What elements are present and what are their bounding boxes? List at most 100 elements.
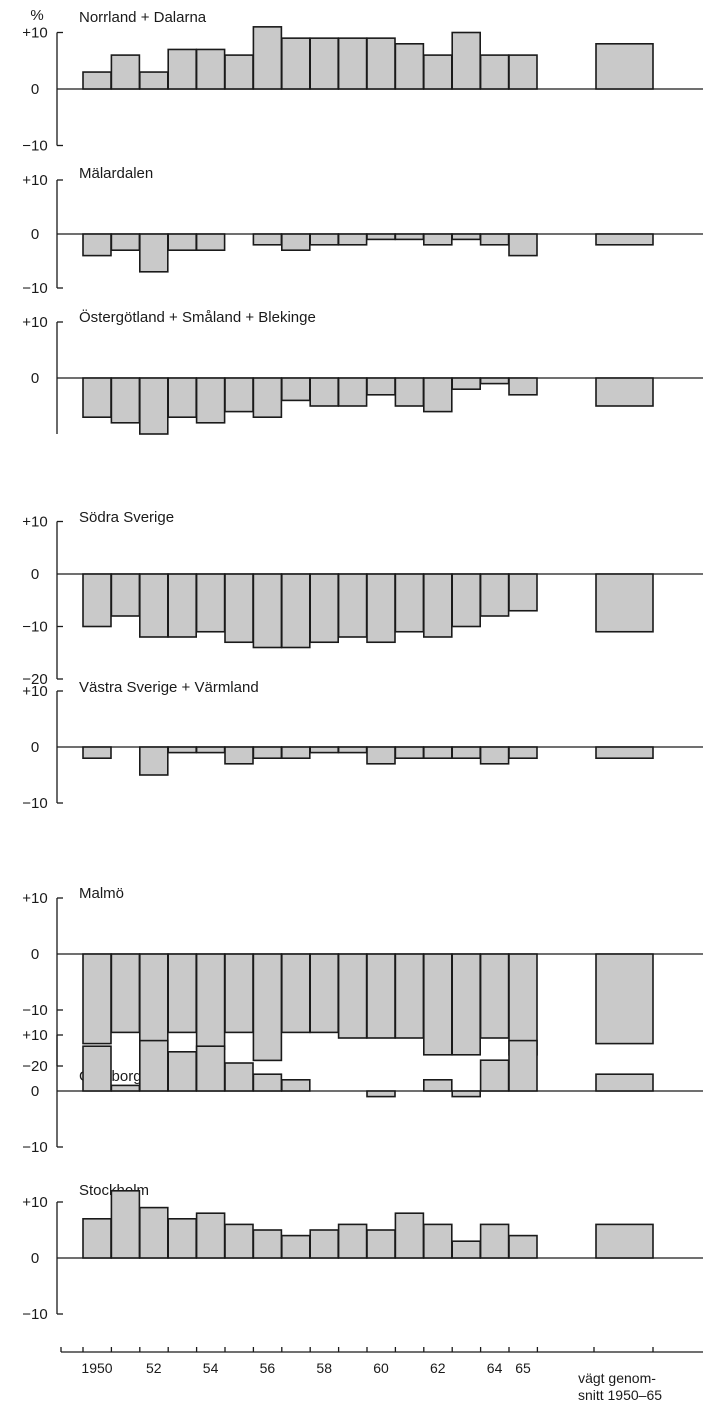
y-tick-label: −10 bbox=[22, 1002, 47, 1019]
x-tick-label: 65 bbox=[515, 1360, 531, 1376]
bar-1962 bbox=[422, 377, 453, 413]
bar-1951 bbox=[110, 1084, 141, 1092]
bar-1965 bbox=[508, 54, 538, 90]
bar-1954 bbox=[195, 48, 226, 90]
y-tick-label: 0 bbox=[31, 81, 39, 98]
y-tick-label: +10 bbox=[22, 514, 47, 531]
bar-1960 bbox=[366, 377, 396, 396]
bar-1951 bbox=[110, 54, 141, 90]
bar-1958 bbox=[309, 233, 340, 246]
bar-1954 bbox=[195, 953, 226, 1050]
panel-5: +10 0 −10 Västra Sverige + Värmland bbox=[22, 679, 703, 812]
bar-1954 bbox=[195, 573, 226, 633]
bar-1960 bbox=[366, 233, 396, 241]
bar-1952 bbox=[139, 377, 169, 435]
panel-6: +10 0 −10 −20 Malmö bbox=[22, 885, 703, 1075]
bar-1960 bbox=[366, 37, 396, 90]
bar-1955 bbox=[224, 953, 254, 1034]
bar-1958 bbox=[309, 573, 340, 644]
bar-1957 bbox=[280, 377, 311, 402]
bar-1963 bbox=[451, 377, 482, 390]
bar-1960 bbox=[366, 953, 396, 1039]
bar-1950 bbox=[82, 233, 112, 257]
bar-1951 bbox=[110, 233, 141, 252]
y-tick-label: +10 bbox=[22, 172, 47, 189]
bar-1963 bbox=[451, 573, 482, 628]
bar-1960 bbox=[366, 1090, 396, 1098]
bar-1959 bbox=[337, 377, 368, 407]
bar-1950 bbox=[82, 953, 112, 1045]
bar-1962 bbox=[422, 233, 453, 246]
panels: +10 0 −10 Norrland + Dalarna +10 0 −10 Mälardal… bbox=[22, 9, 703, 1323]
bar-1961 bbox=[394, 42, 425, 90]
panel-1: +10 0 −10 Norrland + Dalarna bbox=[22, 9, 703, 155]
bar-1951 bbox=[110, 377, 141, 424]
bar-1952 bbox=[139, 71, 169, 90]
x-axis: 1950 52 54 56 58 60 62 64 65 bbox=[60, 1347, 703, 1376]
bar-1956 bbox=[252, 233, 283, 246]
x-tick-label: 64 bbox=[487, 1360, 503, 1376]
y-tick-label: −10 bbox=[22, 1139, 47, 1156]
average-bar bbox=[595, 1073, 654, 1092]
bar-1956 bbox=[252, 573, 283, 649]
x-tick-label: 56 bbox=[260, 1360, 276, 1376]
bar-1956 bbox=[252, 377, 283, 419]
bar-1961 bbox=[394, 746, 425, 759]
bar-1950 bbox=[82, 71, 112, 90]
bar-1950 bbox=[82, 1045, 112, 1092]
bar-1956 bbox=[252, 953, 283, 1062]
bar-1965 bbox=[508, 573, 538, 612]
y-tick-label: 0 bbox=[31, 946, 39, 963]
bar-1963 bbox=[451, 31, 482, 90]
panel-4: +10 0 −10 −20 Södra Sverige bbox=[22, 509, 703, 688]
bar-1960 bbox=[366, 746, 396, 765]
x-tick-label: 54 bbox=[203, 1360, 219, 1376]
bar-1960 bbox=[366, 1229, 396, 1259]
panel-title: Västra Sverige + Värmland bbox=[79, 679, 259, 696]
bar-1965 bbox=[508, 233, 538, 257]
bar-1958 bbox=[309, 746, 340, 754]
bar-1963 bbox=[451, 953, 482, 1056]
bar-1961 bbox=[394, 953, 425, 1039]
average-label-line2: snitt 1950–65 bbox=[578, 1387, 662, 1403]
bar-1964 bbox=[479, 233, 510, 246]
bar-1958 bbox=[309, 953, 340, 1034]
average-bar bbox=[595, 573, 654, 633]
bar-1954 bbox=[195, 1045, 226, 1092]
y-tick-label: −20 bbox=[22, 671, 47, 688]
bar-1958 bbox=[309, 37, 340, 90]
bar-1954 bbox=[195, 746, 226, 754]
bar-1963 bbox=[451, 746, 482, 759]
bar-1962 bbox=[422, 1079, 453, 1092]
y-tick-label: −10 bbox=[22, 1306, 47, 1323]
y-tick-label: 0 bbox=[31, 1083, 39, 1100]
y-tick-label: +10 bbox=[22, 683, 47, 700]
bar-1953 bbox=[167, 573, 197, 638]
bar-1952 bbox=[139, 953, 169, 1050]
bar-1963 bbox=[451, 1240, 482, 1259]
y-tick-label: −10 bbox=[22, 280, 47, 297]
bar-1954 bbox=[195, 233, 226, 252]
bar-1951 bbox=[110, 953, 141, 1034]
panel-3: +10 0 Östergötland + Småland + Blekinge bbox=[22, 308, 703, 435]
y-tick-label: −20 bbox=[22, 1058, 47, 1075]
bar-1950 bbox=[82, 746, 112, 759]
bar-1956 bbox=[252, 1229, 283, 1259]
bar-1962 bbox=[422, 953, 453, 1056]
bar-1952 bbox=[139, 233, 169, 273]
bar-1962 bbox=[422, 54, 453, 90]
bar-1958 bbox=[309, 1229, 340, 1259]
bar-1950 bbox=[82, 573, 112, 628]
bar-1961 bbox=[394, 233, 425, 241]
bar-1957 bbox=[280, 233, 311, 252]
y-tick-label: −10 bbox=[22, 138, 47, 155]
y-tick-label: +10 bbox=[22, 1194, 47, 1211]
bar-1953 bbox=[167, 953, 197, 1034]
panel-2: +10 0 −10 Mälardalen bbox=[22, 165, 703, 297]
bar-1964 bbox=[479, 54, 510, 90]
bar-1962 bbox=[422, 573, 453, 638]
bar-1952 bbox=[139, 1206, 169, 1259]
bar-1959 bbox=[337, 746, 368, 754]
bar-1953 bbox=[167, 377, 197, 419]
